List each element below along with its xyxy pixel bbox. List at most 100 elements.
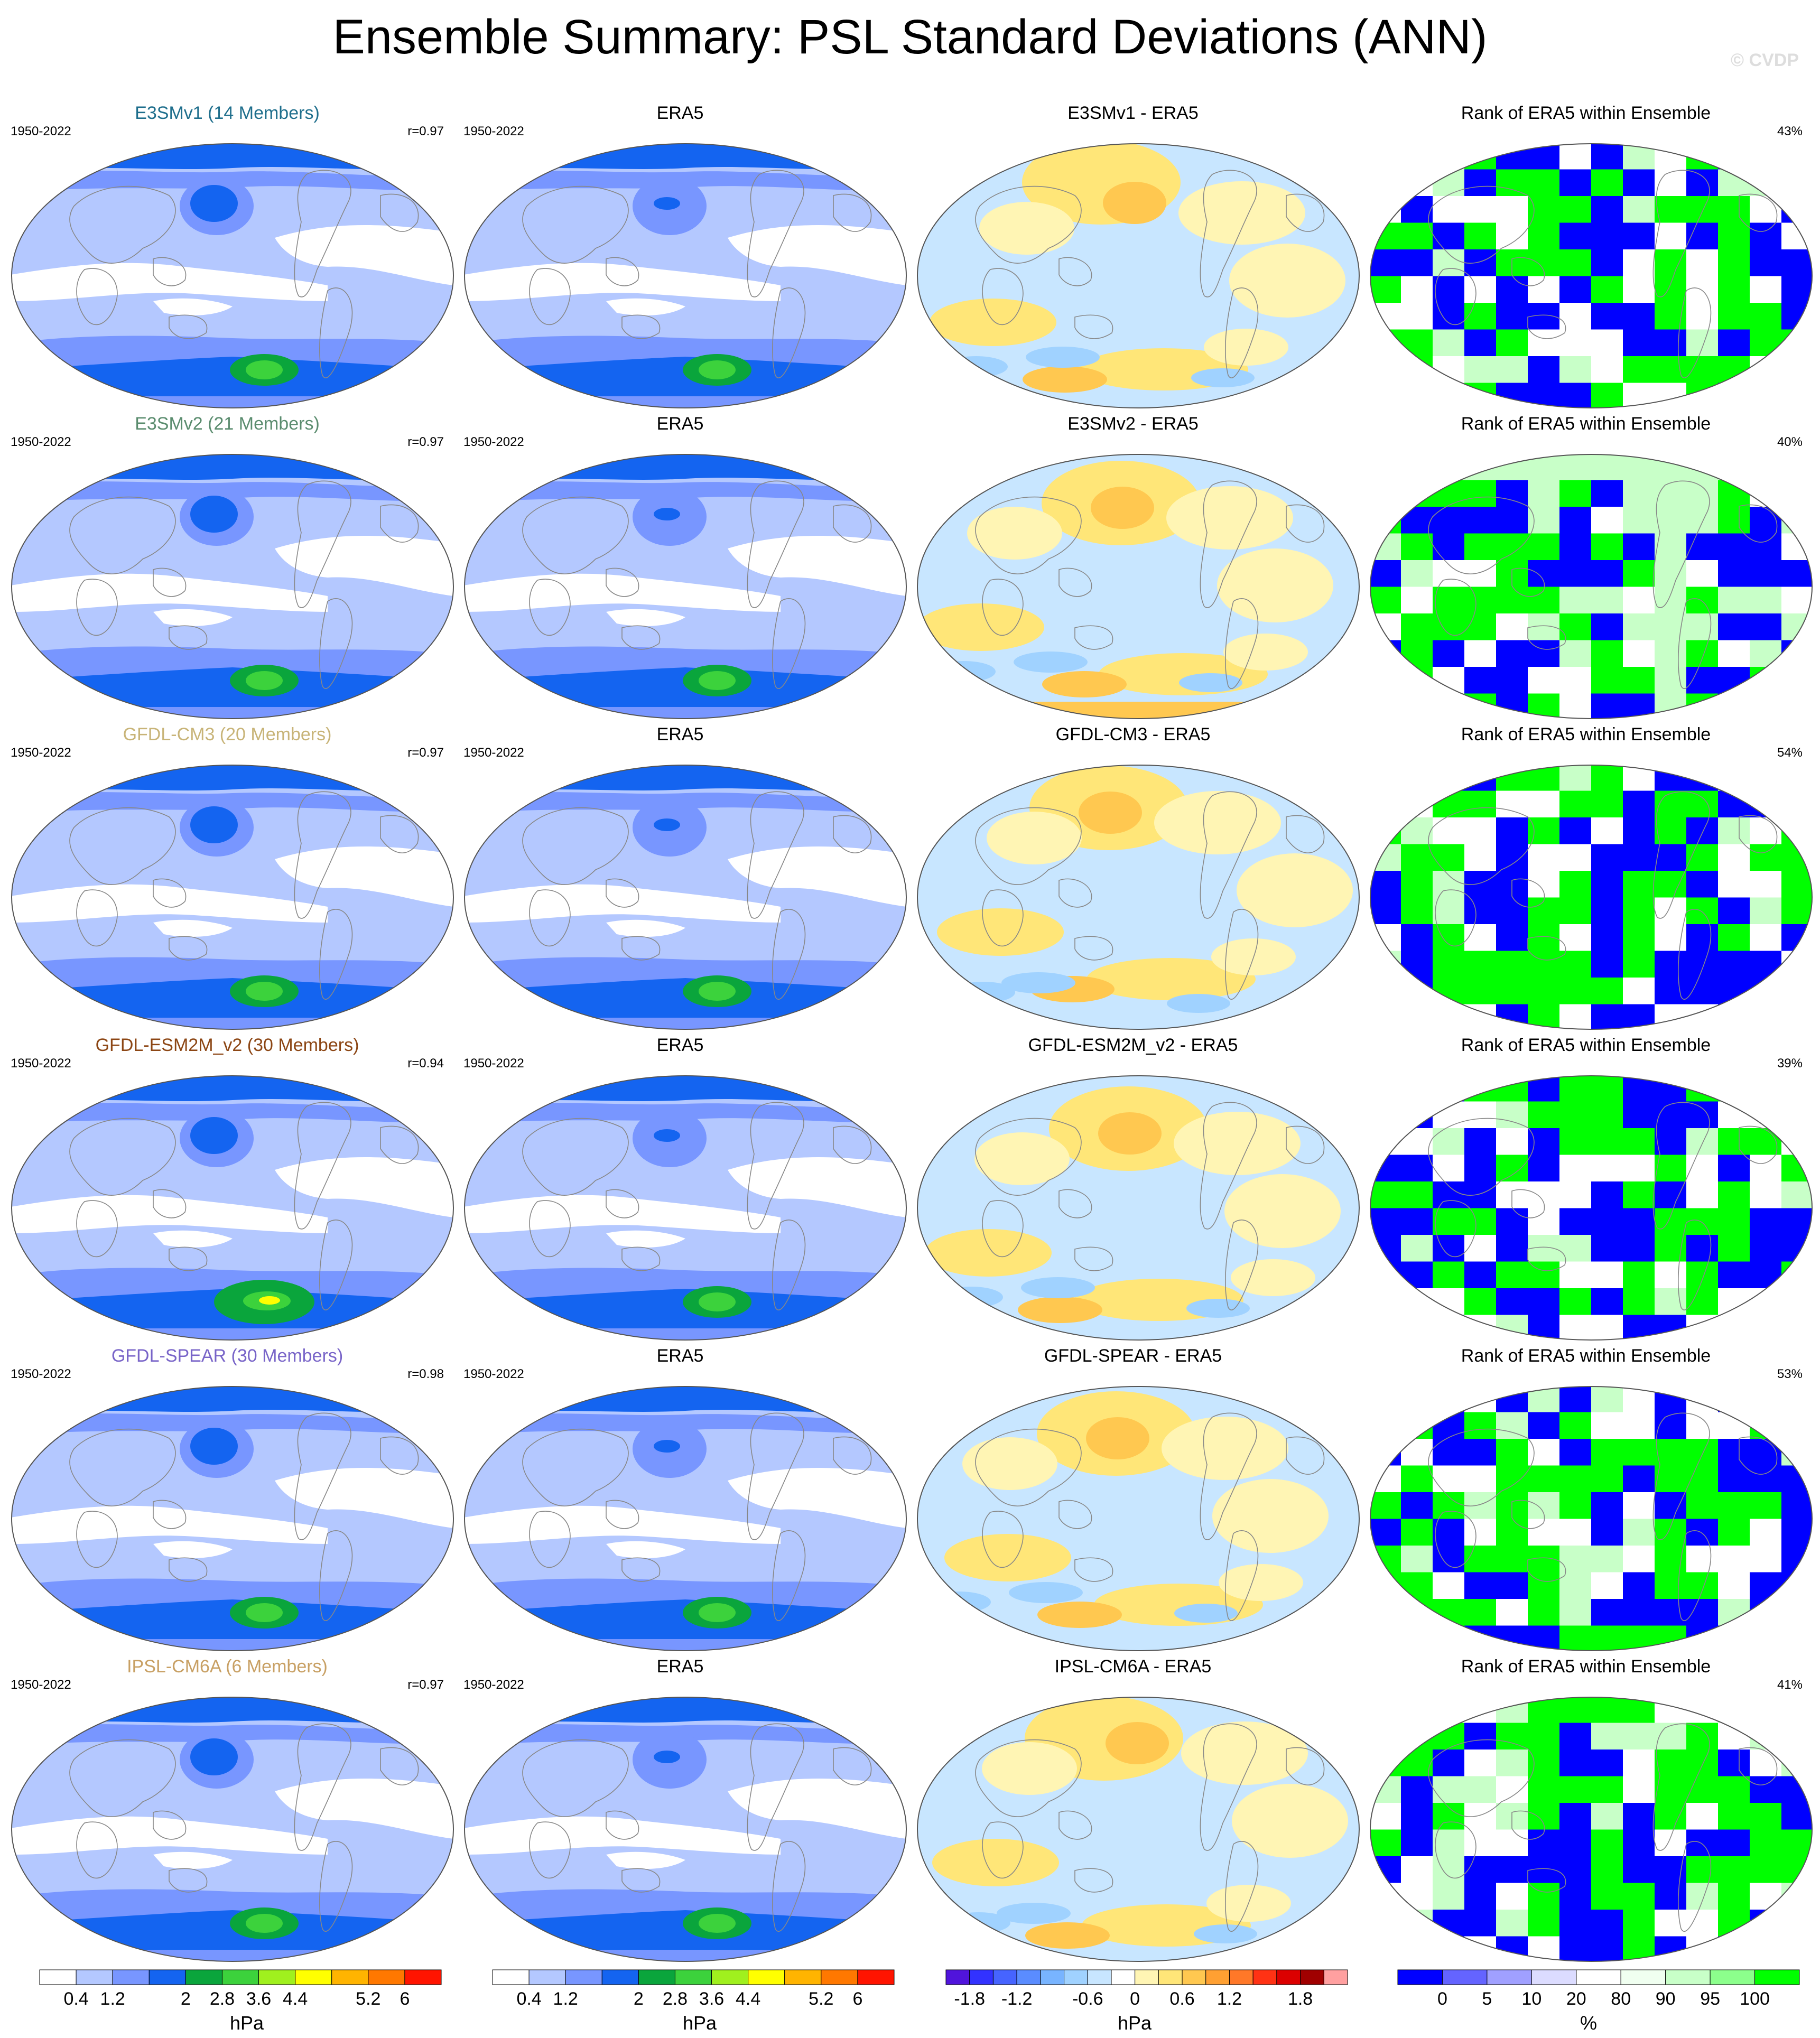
rank-cell xyxy=(1433,817,1465,845)
rank-cell xyxy=(1623,1599,1655,1626)
rank-cell xyxy=(1370,790,1401,818)
rank-cell xyxy=(1433,640,1465,667)
rank-cell xyxy=(1370,356,1401,384)
observation-title: ERA5 xyxy=(656,1346,704,1366)
aleutian-core xyxy=(654,197,680,210)
rank-cell xyxy=(1559,1412,1592,1439)
std-colorbar-2-swatch xyxy=(528,1969,566,1985)
rank-cell xyxy=(1750,978,1782,1005)
rank-cell xyxy=(1370,1465,1401,1493)
rank-cell xyxy=(1401,1101,1433,1129)
rank-map xyxy=(1370,1075,1813,1341)
rank-cell xyxy=(1718,1101,1750,1129)
rank-cell xyxy=(1464,587,1497,614)
rank-cell xyxy=(1781,533,1812,561)
coastline xyxy=(975,1428,1082,1506)
std-colorbar-tick-label: 1.2 xyxy=(100,1989,125,2009)
rank-cell xyxy=(1718,1412,1750,1439)
coastline xyxy=(153,1810,187,1840)
rank-cell xyxy=(1623,1128,1655,1156)
coastline xyxy=(169,1246,208,1271)
coastline xyxy=(1074,1246,1113,1271)
rank-cell xyxy=(1686,1723,1719,1750)
rank-cell xyxy=(1370,1386,1401,1413)
rank-cell xyxy=(1464,897,1497,925)
observation-title: ERA5 xyxy=(656,103,704,123)
tropical-low-variability xyxy=(465,1195,781,1233)
coastline xyxy=(982,889,1024,947)
rank-cell xyxy=(1655,1599,1687,1626)
rank-cell xyxy=(1370,1936,1401,1961)
rank-cell xyxy=(1718,1749,1750,1777)
rank-cell xyxy=(1433,1776,1465,1803)
coastline xyxy=(319,909,353,1000)
rank-cell xyxy=(1401,1315,1433,1340)
rank-cell xyxy=(1433,1910,1465,1937)
rank-cell xyxy=(1433,1288,1465,1316)
difference-region xyxy=(932,661,996,682)
rank-map xyxy=(1370,1386,1813,1651)
rank-cell xyxy=(1623,1439,1655,1466)
rank-cell xyxy=(1559,276,1592,303)
rank-cell xyxy=(1496,1829,1528,1857)
std-colorbar-2-tick-label: 1.2 xyxy=(553,1989,578,2009)
rank-cell xyxy=(1464,844,1497,871)
diff-colorbar-swatch xyxy=(1111,1969,1136,1985)
std-colorbar-tick-label: 5.2 xyxy=(356,1989,380,2009)
rank-cell xyxy=(1528,817,1560,845)
rank-cell xyxy=(1781,1883,1812,1910)
period-label: 1950-2022 xyxy=(463,124,524,138)
rank-cell xyxy=(1623,693,1655,719)
tropical-low-variability xyxy=(465,1505,781,1544)
rank-cell xyxy=(1528,693,1560,719)
tropical-low-variability xyxy=(465,573,781,612)
rank-cell xyxy=(1559,765,1592,792)
coastline xyxy=(153,567,187,597)
difference-region xyxy=(932,1839,1059,1886)
rank-cell xyxy=(1401,1829,1433,1857)
coastline xyxy=(1225,1841,1259,1932)
rank-cell xyxy=(1655,613,1687,641)
rank-cell xyxy=(1750,249,1782,277)
rank-cell xyxy=(1781,249,1812,277)
rank-cell xyxy=(1686,560,1719,588)
rank-cell xyxy=(1591,222,1623,250)
model-std-map xyxy=(11,1697,454,1962)
rank-cell xyxy=(1401,1004,1433,1029)
rank-cell xyxy=(1655,480,1687,507)
indian-low-variability xyxy=(606,1541,685,1558)
coastline xyxy=(975,185,1082,264)
rank-cell xyxy=(1464,1261,1497,1289)
period-label: 1950-2022 xyxy=(463,1678,524,1692)
std-colorbar-2: 0.4 1.2 2 2.8 3.6 4.4 5.2 6 hPa xyxy=(482,1966,905,2034)
rank-cell xyxy=(1686,1776,1719,1803)
rank-cell xyxy=(1559,1829,1592,1857)
difference-map xyxy=(917,1386,1360,1651)
diff-colorbar: -1.8 -1.2 -0.6 0 0.6 1.2 1.8 hPa xyxy=(935,1966,1358,2034)
difference-panel: E3SMv2 - ERA5 xyxy=(906,414,1360,720)
rank-cell xyxy=(1528,1412,1560,1439)
rank-cell xyxy=(1433,276,1465,303)
rank-cell xyxy=(1464,1910,1497,1937)
rank-cell xyxy=(1370,1829,1401,1857)
coastline xyxy=(621,1246,661,1271)
coastline xyxy=(169,314,208,339)
rank-cell xyxy=(1655,1208,1687,1235)
rank-cell xyxy=(1433,1004,1465,1029)
observation-title: ERA5 xyxy=(656,1657,704,1677)
coastline xyxy=(1286,815,1325,853)
rank-cell xyxy=(1655,1155,1687,1182)
rank-cell xyxy=(1496,1883,1528,1910)
rank-cell xyxy=(1401,1235,1433,1262)
observation-std-map xyxy=(464,1386,907,1651)
rank-cell xyxy=(1718,1004,1750,1029)
rank-map xyxy=(1370,1697,1813,1962)
rank-cell xyxy=(1591,356,1623,384)
rank-cell xyxy=(1496,951,1528,978)
rank-cell xyxy=(1591,1155,1623,1182)
std-colorbar-tick-label: 4.4 xyxy=(283,1989,308,2009)
rank-cell xyxy=(1686,951,1719,978)
rank-cell xyxy=(1750,587,1782,614)
rank-cell xyxy=(1623,640,1655,667)
tropical-low-variability xyxy=(12,1505,328,1544)
